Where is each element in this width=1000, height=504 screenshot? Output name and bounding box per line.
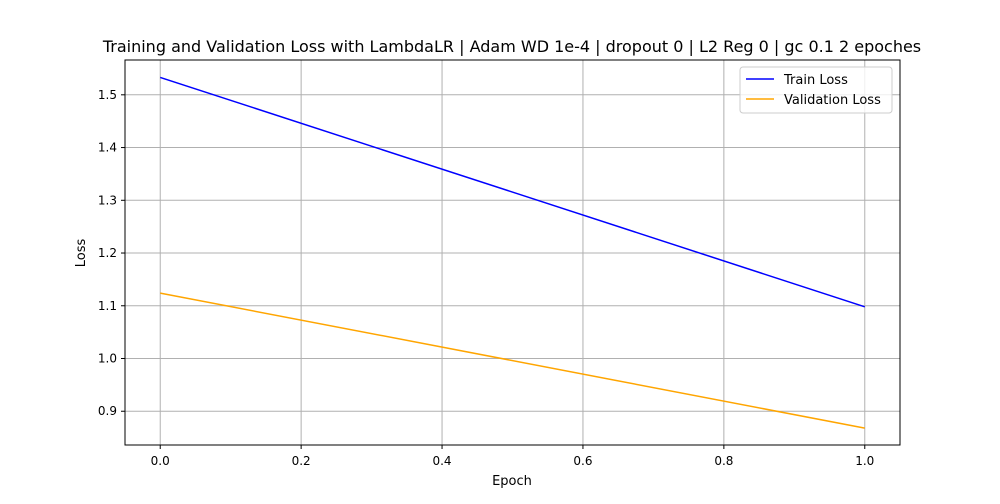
x-tick-label: 0.4 <box>432 454 451 468</box>
x-tick-label: 0.2 <box>292 454 311 468</box>
series-line-validation-loss <box>160 292 865 429</box>
chart-title: Training and Validation Loss with Lambda… <box>102 37 921 56</box>
legend-label-validation-loss: Validation Loss <box>784 93 881 108</box>
y-tick-label: 1.0 <box>98 352 117 366</box>
y-tick-label: 1.4 <box>98 141 117 155</box>
y-tick-label: 1.5 <box>98 88 117 102</box>
series-line-train-loss <box>159 76 866 308</box>
x-tick-label: 0.6 <box>573 454 592 468</box>
y-tick-label: 1.3 <box>98 193 117 207</box>
y-axis-ticks: 0.9 1.0 1.1 1.2 1.3 1.4 1.5 <box>98 88 125 418</box>
legend-box <box>739 66 893 114</box>
x-tick-label: 1.0 <box>855 454 874 468</box>
series-layer <box>159 76 866 429</box>
y-tick-label: 1.1 <box>98 299 117 313</box>
x-tick-label: 0.0 <box>151 454 170 468</box>
legend-label-train-loss: Train Loss <box>783 73 848 88</box>
y-tick-label: 1.2 <box>98 246 117 260</box>
y-axis-label: Loss <box>74 239 89 268</box>
x-tick-label: 0.8 <box>714 454 733 468</box>
legend: Train Loss Validation Loss <box>739 66 893 114</box>
grid-layer <box>125 60 900 445</box>
x-axis-ticks: 0.0 0.2 0.4 0.6 0.8 1.0 <box>151 445 874 468</box>
plot-frame <box>124 59 901 446</box>
x-axis-label: Epoch <box>492 474 532 489</box>
y-tick-label: 0.9 <box>98 404 117 418</box>
